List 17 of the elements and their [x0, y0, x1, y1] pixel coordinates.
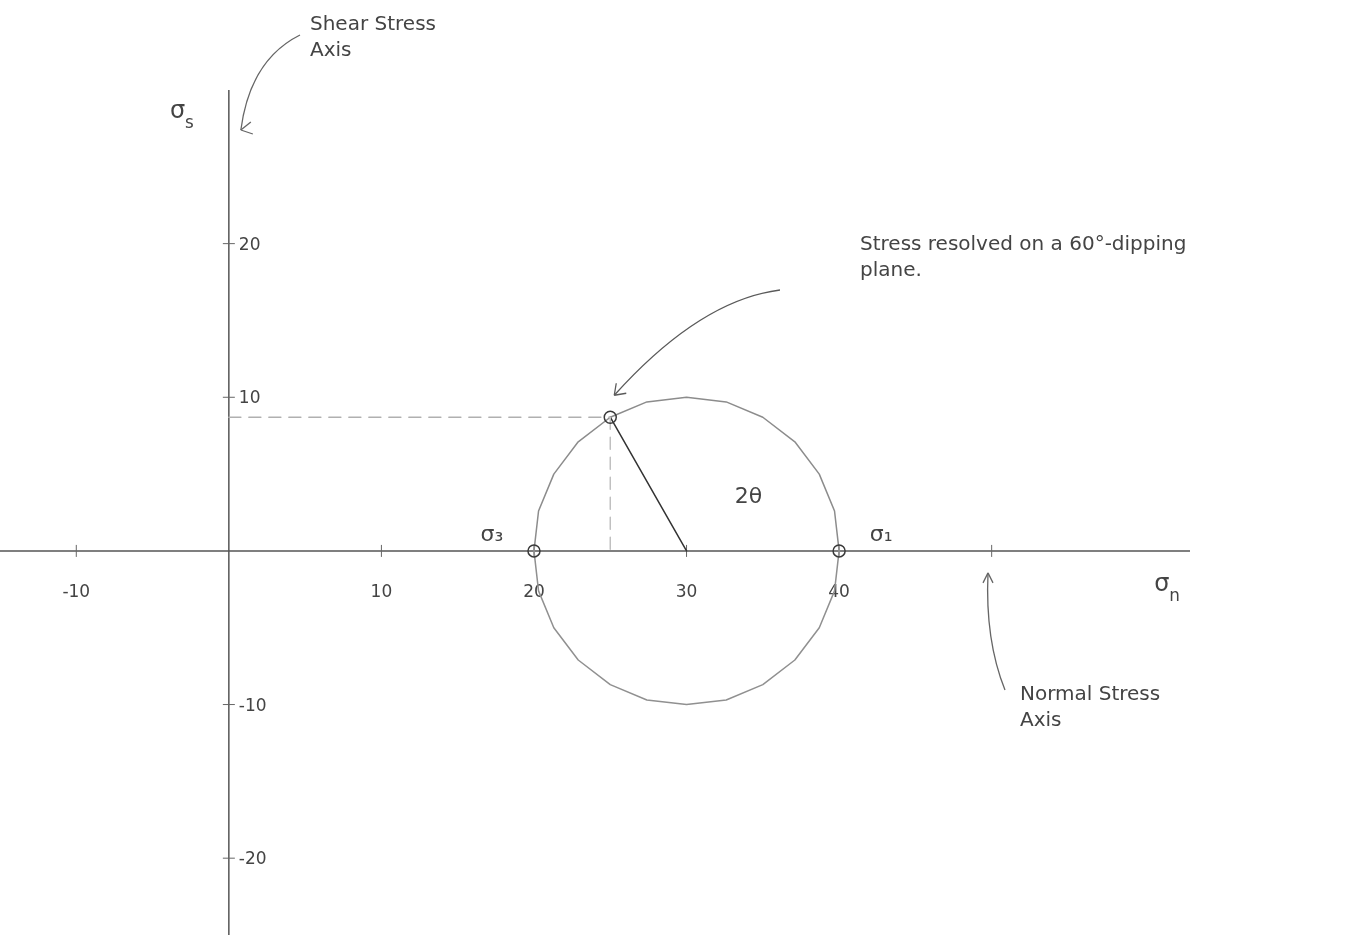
x-tick-label: 40: [828, 580, 850, 601]
y-axis-title: σ$_{s}$: [169, 96, 194, 132]
y-tick-label: -10: [238, 694, 267, 715]
x-axis-title: σ$_{n}$: [1154, 568, 1180, 605]
annotation: Normal Stress Axis: [1020, 681, 1161, 731]
annotation: σ₃: [480, 520, 504, 546]
y-tick-label: 10: [238, 387, 261, 408]
x-tick-label: 10: [370, 580, 393, 601]
y-tick-label: -20: [238, 848, 267, 869]
y-tick-label: 20: [238, 233, 261, 254]
text: Shear Stress Axis: [310, 11, 436, 61]
annotation: σ₁: [869, 520, 893, 546]
x-tick-label: 30: [675, 580, 698, 601]
x-tick-label: -10: [62, 580, 91, 601]
annotation: 2θ: [734, 482, 763, 508]
annotation: Stress resolved on a 60°-dipping plane.: [860, 231, 1187, 281]
x-tick-label: 20: [523, 580, 545, 601]
